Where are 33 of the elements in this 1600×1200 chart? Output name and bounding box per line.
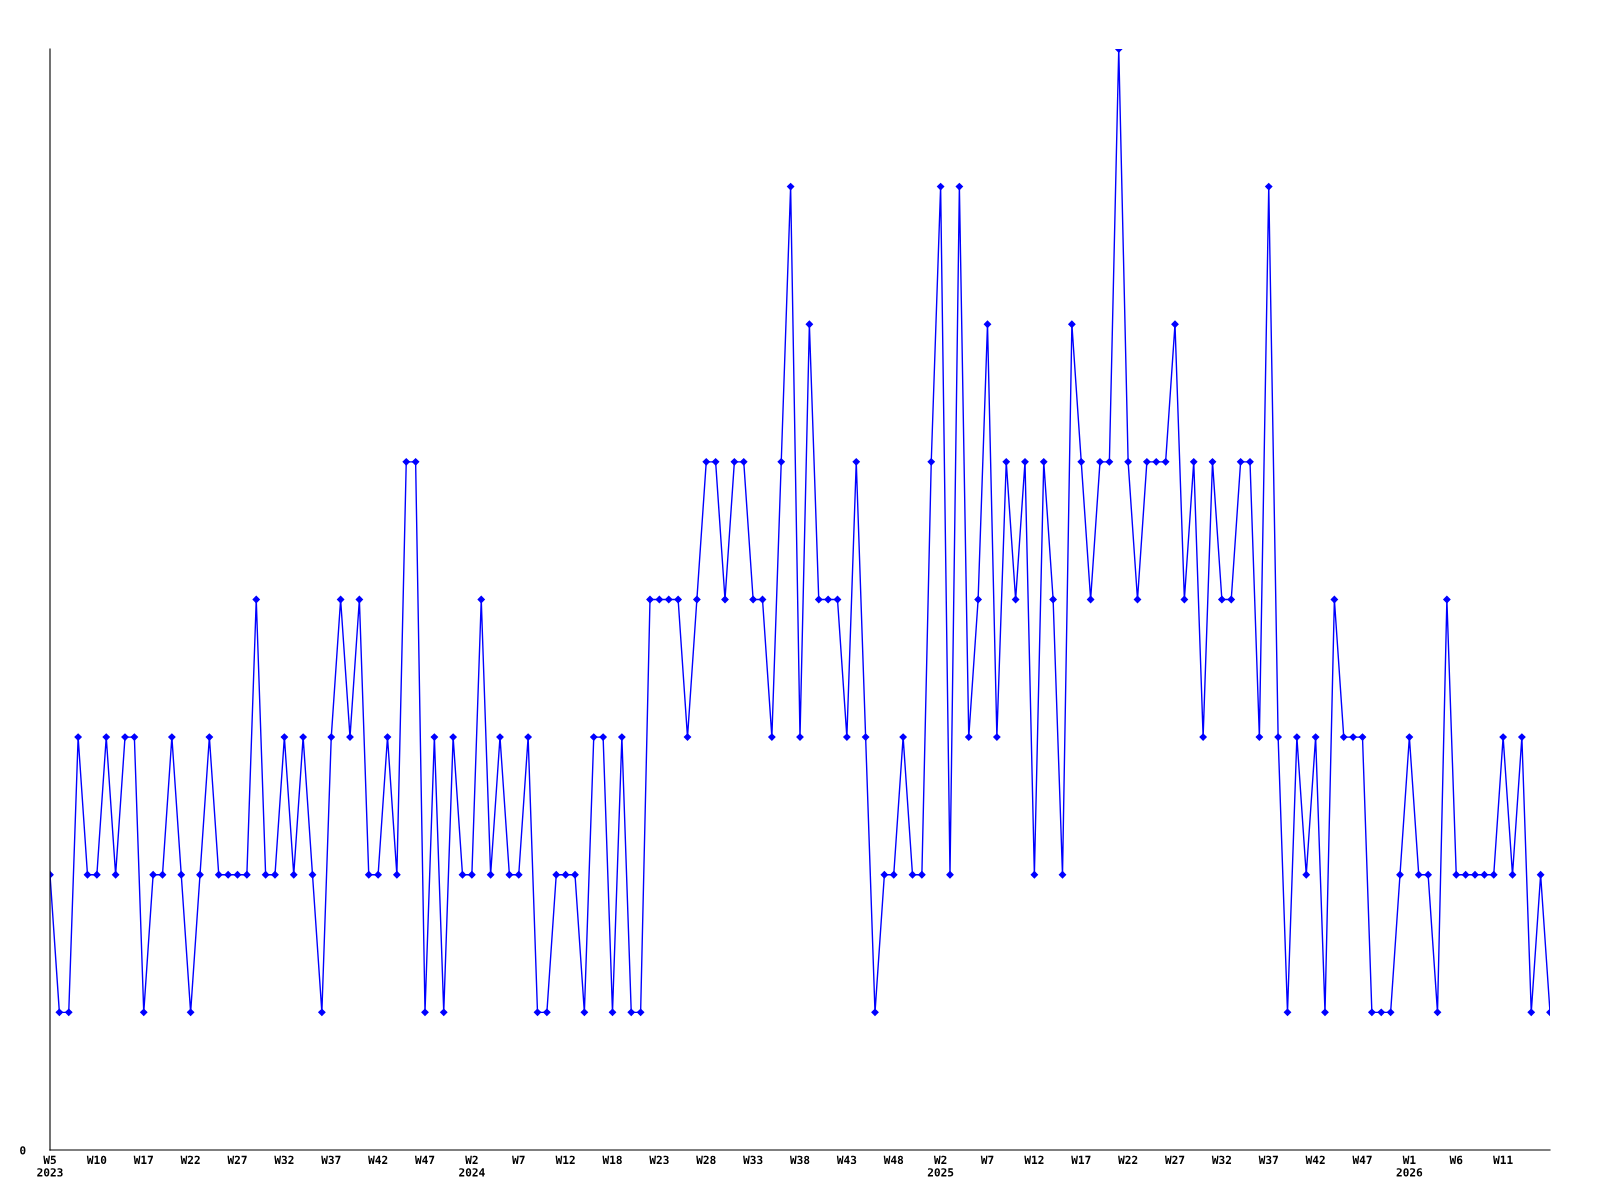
x-tick-label: W7 [512, 1155, 525, 1164]
x-tick-label: W7 [980, 1155, 994, 1164]
x-tick-label: W47 [414, 1155, 435, 1164]
x-tick-label: W27 [1164, 1155, 1185, 1164]
x-tick-label: W42 [368, 1155, 388, 1164]
x-tick-label: W43 [836, 1155, 857, 1165]
x-tick-label: W12 [555, 1155, 575, 1164]
x-tick-label: W37 [321, 1155, 341, 1165]
x-tick-label: W47 [1352, 1155, 1372, 1164]
x-tick-label: W12 [1024, 1155, 1044, 1164]
x-tick-label: W28 [696, 1155, 716, 1165]
text: 0 [20, 1146, 26, 1155]
x-tick-label: W17 [133, 1155, 153, 1164]
x-tick-label: W2 2024 [459, 1155, 485, 1177]
x-tick-label: W5 2023 [37, 1155, 63, 1177]
x-tick-label: W37 [1258, 1155, 1278, 1165]
x-tick-label: W22 [180, 1155, 200, 1164]
x-tick-label: W38 [789, 1155, 810, 1165]
x-tick-label: W17 [1071, 1155, 1091, 1164]
x-tick-label: W10 [86, 1155, 107, 1165]
x-tick-label: W23 [649, 1155, 669, 1165]
x-tick-label: W22 [1118, 1155, 1138, 1164]
x-tick-label: W6 [1449, 1155, 1463, 1165]
x-tick-label: W18 [602, 1155, 622, 1165]
x-tick-label: W2 2025 [927, 1155, 954, 1177]
x-tick-label: W27 [227, 1155, 247, 1164]
x-tick-label: W1 2026 [1396, 1155, 1423, 1177]
x-tick-label: W42 [1305, 1155, 1325, 1164]
x-tick-label: W33 [743, 1155, 763, 1165]
x-tick-label: W11 [1493, 1155, 1513, 1164]
x-tick-label: W48 [883, 1155, 904, 1165]
x-tick-label: W32 [274, 1155, 294, 1165]
x-tick-label: W32 [1211, 1155, 1231, 1165]
